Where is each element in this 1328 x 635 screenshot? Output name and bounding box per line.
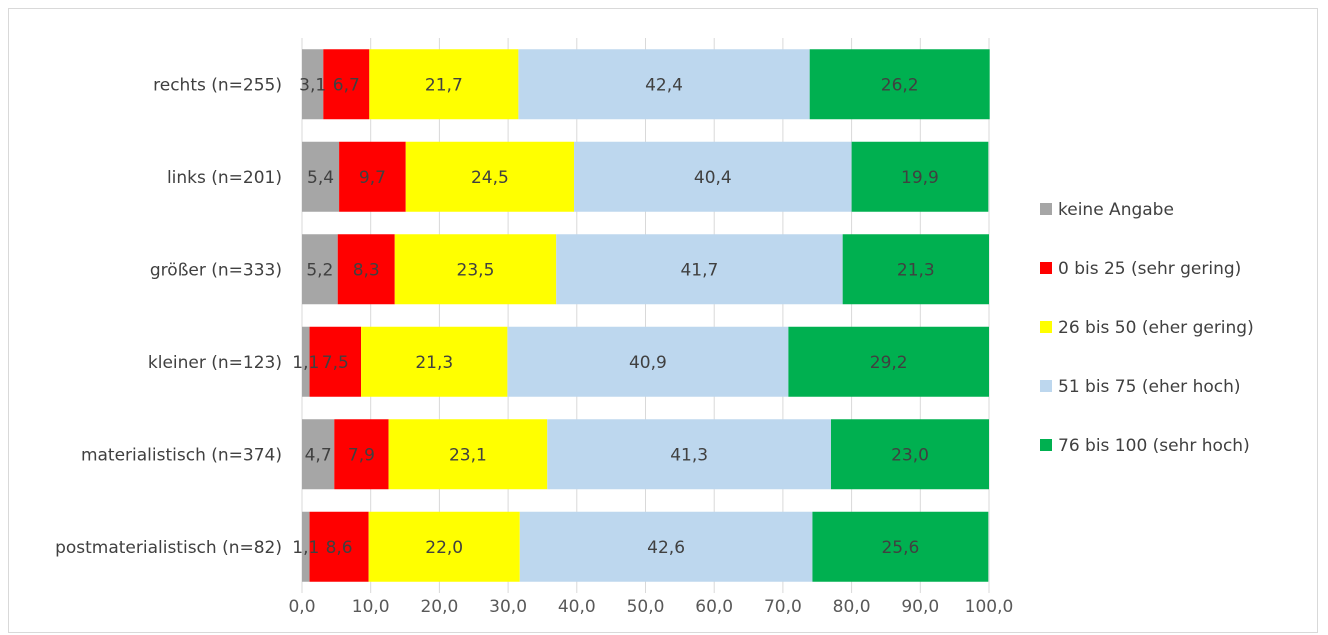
bar-segment [547,419,831,490]
data-label: 41,3 [670,445,708,465]
category-label: materialistisch (n=374) [81,445,282,465]
x-tick-label: 60,0 [695,597,733,617]
category-labels: rechts (n=255) links (n=201) größer (n=333… [55,75,282,558]
data-label: 29,2 [870,353,908,373]
category-label: links (n=201) [167,168,282,188]
data-label: 24,5 [471,168,509,188]
data-labels: 3,1 6,7 21,7 42,4 26,2 5,4 9,7 24,5 40,4 19,9 5,2 8… [292,75,939,558]
bar-segment [369,49,519,120]
data-label: 42,6 [647,538,685,558]
bar-segment [309,511,369,582]
bar-segment [302,49,324,120]
category-label: größer (n=333) [150,260,282,280]
data-label: 23,5 [457,260,495,280]
bar-segment [519,511,813,582]
legend-label: 51 bis 75 (eher hoch) [1058,377,1241,397]
legend-swatch [1040,321,1052,333]
bar-segment [339,141,406,212]
data-label: 1,1 [292,538,319,558]
data-label: 4,7 [305,445,332,465]
bar-segment [788,326,989,397]
legend-swatch [1040,439,1052,451]
data-label: 1,1 [292,353,319,373]
bar-segment [334,419,389,490]
bar-segment [323,49,370,120]
data-label: 5,2 [306,260,333,280]
x-tick-label: 30,0 [489,597,527,617]
x-tick-label: 10,0 [352,597,390,617]
legend-swatch [1040,262,1052,274]
category-label: rechts (n=255) [153,75,282,95]
bar-segment [309,326,362,397]
bar-segment [388,419,548,490]
x-tick-label: 0,0 [288,597,315,617]
legend-label: 26 bis 50 (eher gering) [1058,318,1254,338]
legend-label: 0 bis 25 (sehr gering) [1058,259,1241,279]
data-label: 6,7 [333,75,360,95]
legend-label: 76 bis 100 (sehr hoch) [1058,436,1250,456]
data-label: 5,4 [307,168,334,188]
x-tick-labels: 0,0 10,0 20,0 30,0 40,0 50,0 60,0 70,0 80,0 90,0 1… [288,597,1013,617]
legend-label: keine Angabe [1058,200,1174,220]
bar-segment [851,141,989,212]
data-label: 7,5 [322,353,349,373]
data-label: 19,9 [901,168,939,188]
x-tick-label: 40,0 [558,597,596,617]
legend-swatch [1040,203,1052,215]
bar-segment [368,511,520,582]
bar-segment [337,234,395,305]
data-label: 21,3 [897,260,935,280]
data-label: 21,3 [415,353,453,373]
category-label: kleiner (n=123) [148,353,282,373]
bar-segment [574,141,852,212]
data-label: 26,2 [881,75,919,95]
bar-segment [812,511,989,582]
bar-segment [556,234,843,305]
bar-segment [302,141,340,212]
data-label: 9,7 [359,168,386,188]
bar-segment [394,234,557,305]
data-label: 22,0 [425,538,463,558]
bar-segment [361,326,508,397]
x-tick-label: 50,0 [627,597,665,617]
legend-swatch [1040,380,1052,392]
bar-segment [302,511,310,582]
legend: keine Angabe 0 bis 25 (sehr gering) 26 bis… [1040,200,1254,456]
bar-segment [830,419,989,490]
x-tick-label: 90,0 [901,597,939,617]
data-label: 8,3 [353,260,380,280]
bar-segment [302,234,338,305]
x-tick-label: 80,0 [833,597,871,617]
data-label: 7,9 [348,445,375,465]
data-label: 42,4 [645,75,683,95]
grid-lines [301,38,990,593]
data-label: 21,7 [425,75,463,95]
data-label: 23,1 [449,445,487,465]
bar-segment [842,234,989,305]
x-tick-label: 100,0 [965,597,1014,617]
data-label: 23,0 [891,445,929,465]
data-label: 3,1 [299,75,326,95]
data-label: 41,7 [680,260,718,280]
data-label: 25,6 [881,538,919,558]
bar-segment [809,49,990,120]
category-label: postmaterialistisch (n=82) [55,538,282,558]
data-label: 8,6 [326,538,353,558]
bar-segment [518,49,810,120]
bar-segment [302,419,335,490]
x-tick-label: 20,0 [420,597,458,617]
x-tick-label: 70,0 [764,597,802,617]
data-label: 40,4 [694,168,732,188]
data-label: 40,9 [629,353,667,373]
bar-segment [507,326,789,397]
bar-segment [405,141,575,212]
bar-segment [302,326,310,397]
bars [302,49,990,582]
